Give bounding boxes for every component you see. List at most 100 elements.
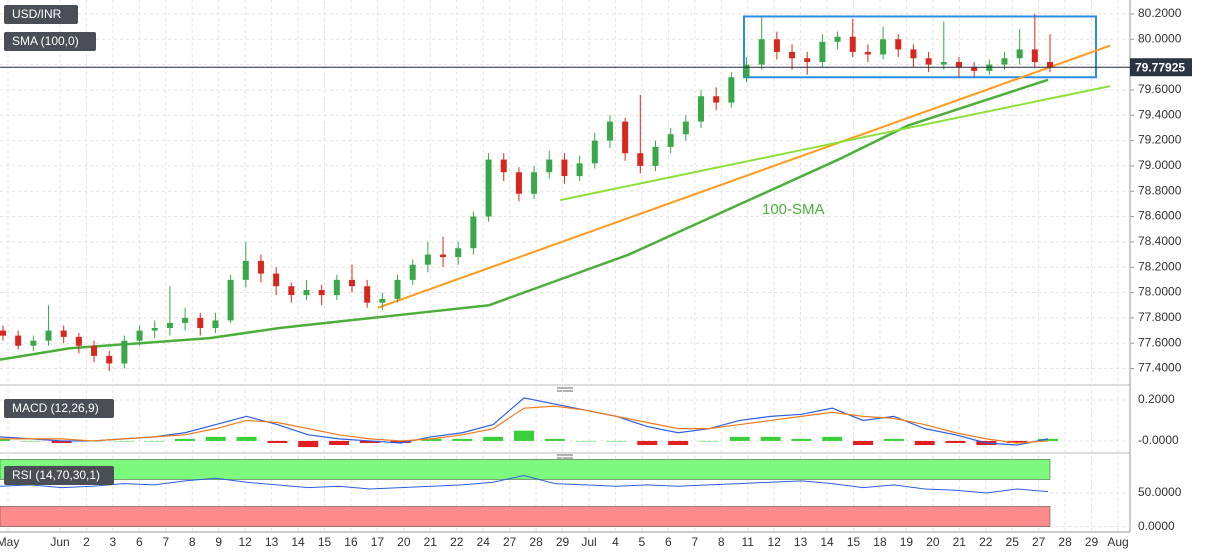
candle-body [30, 340, 37, 346]
legend-box [4, 32, 96, 51]
candle-body [485, 159, 492, 217]
y-tick-label: 80.2000 [1138, 6, 1182, 20]
y-tick-label: -0.0000 [1138, 433, 1179, 447]
x-tick-label: 29 [1085, 535, 1099, 549]
legend-label: RSI (14,70,30,1) [12, 468, 100, 482]
macd-histogram-bar [20, 440, 41, 442]
macd-histogram-bar [359, 440, 380, 443]
drag-handle[interactable] [557, 454, 573, 459]
candle-body [622, 121, 629, 154]
x-tick-label: 14 [820, 535, 834, 549]
candle-body [91, 345, 98, 356]
candle-body [45, 330, 52, 341]
x-tick-label: 12 [238, 535, 252, 549]
candle-body [273, 273, 280, 287]
candle-body [819, 41, 826, 63]
macd-histogram-bar [544, 438, 565, 441]
y-tick-label: 0.0000 [1138, 519, 1175, 533]
candle-body [743, 64, 750, 78]
x-tick-label: 29 [556, 535, 570, 549]
drag-handle[interactable] [557, 387, 573, 392]
x-tick-label: 9 [215, 535, 222, 549]
legend-box [4, 466, 114, 485]
candle-body [1031, 49, 1038, 63]
macd-histogram-bar [390, 440, 411, 443]
x-tick-label: 28 [529, 535, 543, 549]
candle-body [698, 96, 704, 122]
macd-histogram-bar [1038, 438, 1058, 441]
last-price-label: 79.77925 [1135, 60, 1185, 74]
x-tick-label: May [0, 535, 19, 549]
x-tick-label: 21 [424, 535, 438, 549]
macd-histogram-bar [113, 440, 134, 442]
candle-body [333, 279, 340, 296]
x-tick-label: 11 [741, 535, 754, 549]
candle-body [75, 336, 82, 346]
x-tick-label: 13 [265, 535, 279, 549]
macd-histogram-bar [729, 436, 750, 441]
candle-body [667, 134, 674, 147]
candle-body [637, 153, 644, 166]
rsi-line [0, 474, 1049, 494]
x-tick-label: 27 [503, 535, 517, 549]
macd-histogram-bar [575, 440, 596, 442]
x-tick-label: Aug [1107, 535, 1128, 549]
macd-histogram-bar [668, 440, 689, 446]
x-tick-label: 16 [344, 535, 358, 549]
macd-histogram-bar [945, 440, 966, 443]
candle-body [591, 140, 598, 164]
y-tick-label: 77.6000 [1138, 335, 1182, 349]
candle-body [379, 298, 386, 303]
x-tick-label: 22 [979, 535, 993, 549]
candle-body [546, 159, 553, 173]
x-tick-label: Jun [50, 535, 69, 549]
y-tick-label: 78.0000 [1138, 285, 1182, 299]
candle-body [1047, 62, 1053, 68]
macd-histogram-bar [883, 438, 904, 441]
x-tick-label: 5 [639, 535, 646, 549]
x-tick-label: Jul [581, 535, 596, 549]
trend-line [377, 44, 1111, 309]
macd-histogram-bar [914, 440, 935, 446]
candle-body [166, 322, 173, 329]
candle-body [500, 159, 507, 173]
candle-body [864, 51, 871, 55]
candle-body [652, 146, 659, 166]
candle-body [940, 62, 947, 65]
x-tick-label: 28 [1058, 535, 1072, 549]
macd-histogram-bar [0, 438, 10, 441]
x-tick-label: 22 [450, 535, 464, 549]
candle-body [880, 39, 887, 55]
candle-body [1001, 58, 1008, 65]
x-tick-label: 2 [83, 535, 90, 549]
candle-body [15, 335, 22, 346]
candle-body [682, 121, 689, 135]
candle-body [242, 260, 249, 280]
candle-body [470, 216, 477, 249]
y-tick-label: 77.8000 [1138, 310, 1182, 324]
candle-body [531, 172, 538, 194]
candle-body [121, 340, 128, 364]
macd-histogram-bar [760, 436, 781, 441]
candle-body [834, 36, 841, 42]
macd-histogram-bar [791, 438, 812, 441]
candle-body [758, 39, 765, 65]
x-tick-label: 3 [110, 535, 117, 549]
y-tick-label: 79.2000 [1138, 133, 1182, 147]
candle-body [606, 121, 613, 141]
macd-histogram-bar [174, 438, 195, 441]
macd-histogram-bar [1007, 440, 1028, 443]
x-tick-label: 18 [873, 535, 887, 549]
last-price-box [1130, 58, 1192, 77]
x-tick-label: 13 [794, 535, 808, 549]
x-tick-label: 21 [953, 535, 967, 549]
candle-body [895, 39, 902, 50]
x-tick-label: 12 [767, 535, 781, 549]
candle-body [986, 64, 993, 71]
macd-histogram-bar [205, 436, 226, 441]
sma-annotation: 100-SMA [762, 201, 825, 218]
candle-body [515, 172, 522, 194]
candle-body [197, 317, 204, 329]
y-tick-label: 77.4000 [1138, 361, 1182, 375]
